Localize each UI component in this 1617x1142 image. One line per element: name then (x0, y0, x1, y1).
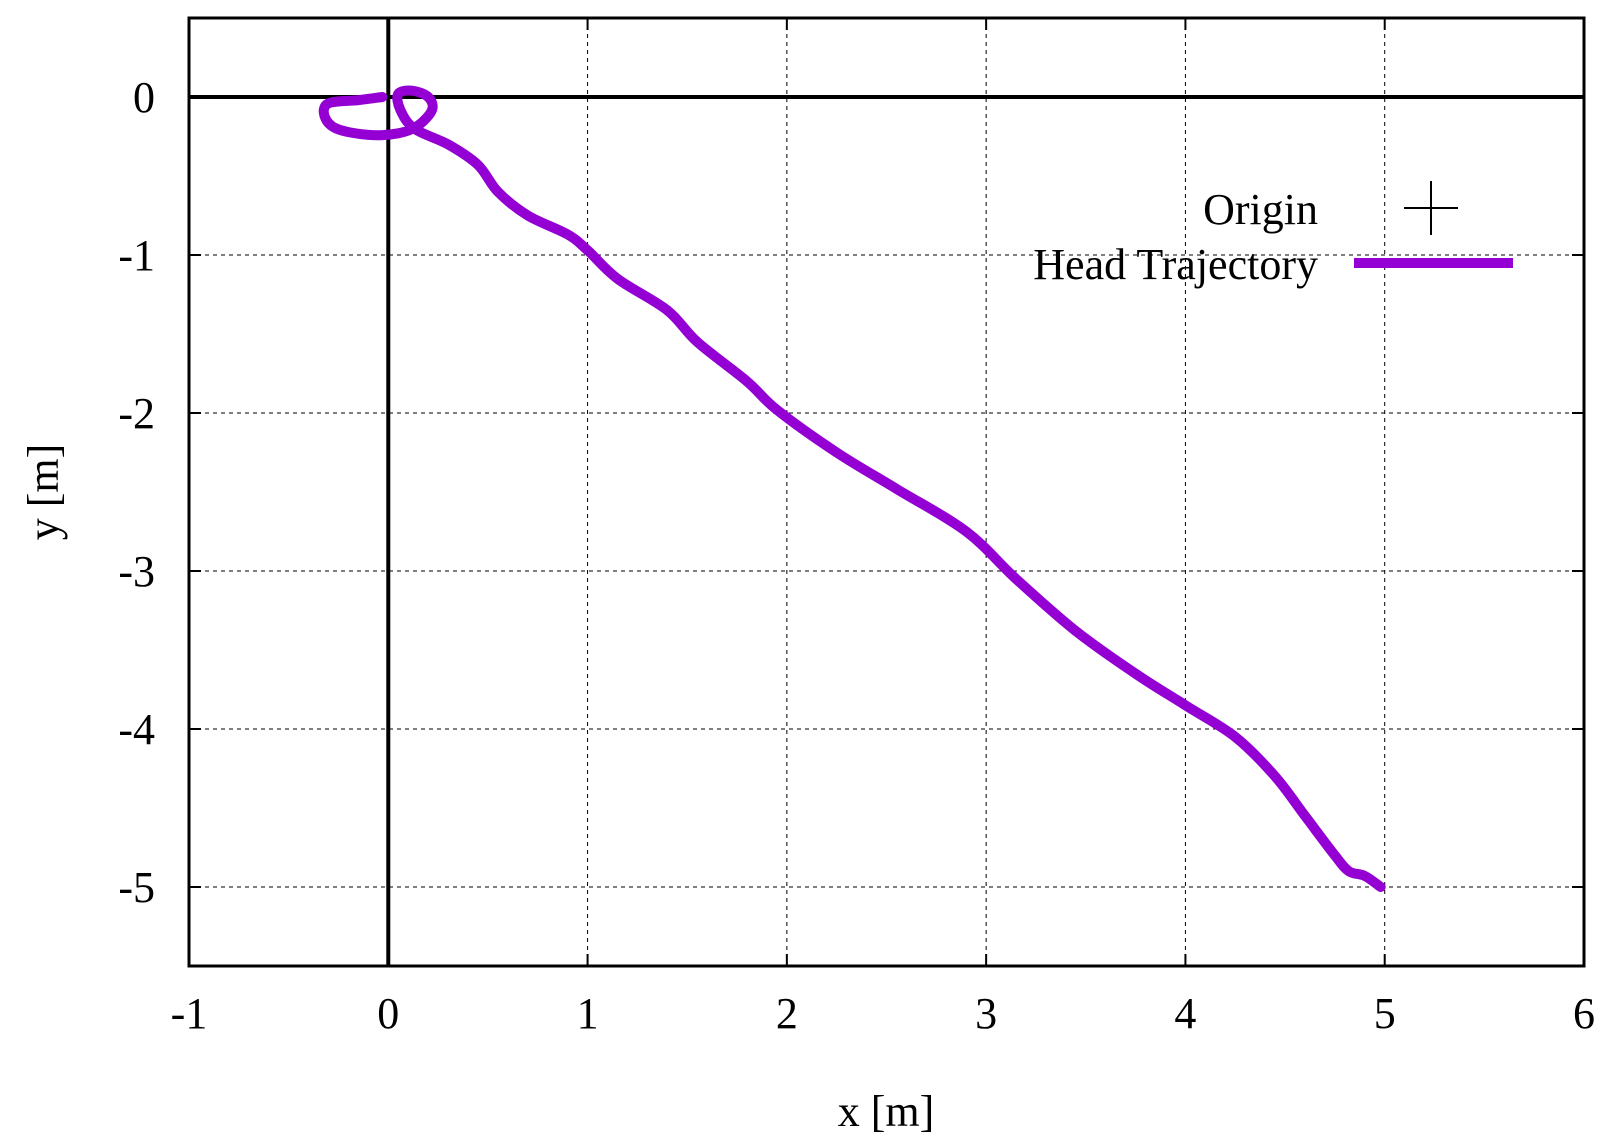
x-tick-label: 5 (1374, 989, 1396, 1038)
legend: Origin Head Trajectory (1033, 181, 1513, 289)
x-tick-label: -1 (171, 989, 208, 1038)
zero-axes (189, 18, 1584, 966)
y-tick-label: -5 (118, 863, 155, 912)
legend-label-head-trajectory: Head Trajectory (1033, 240, 1318, 289)
legend-marker-origin (1404, 181, 1458, 235)
y-tick-label: 0 (133, 73, 155, 122)
y-tick-label: -3 (118, 547, 155, 596)
series-layer (318, 85, 1386, 892)
y-tick-labels: 0 -1 -2 -3 -4 -5 (118, 73, 155, 912)
grid-lines (189, 18, 1584, 966)
x-axis-label: x [m] (838, 1087, 935, 1136)
y-tick-label: -1 (118, 231, 155, 280)
x-tick-label: 1 (577, 989, 599, 1038)
x-tick-label: 0 (377, 989, 399, 1038)
plot-frame (187, 16, 1586, 968)
y-tick-label: -2 (118, 389, 155, 438)
legend-label-origin: Origin (1203, 185, 1318, 234)
x-tick-label: 6 (1573, 989, 1595, 1038)
y-axis-label: y [m] (19, 444, 68, 541)
x-tick-labels: -1 0 1 2 3 4 5 6 (171, 989, 1595, 1038)
tick-marks (188, 18, 1585, 966)
series-line-head-trajectory (318, 85, 1386, 892)
x-tick-label: 2 (776, 989, 798, 1038)
x-tick-label: 3 (975, 989, 997, 1038)
y-tick-label: -4 (118, 705, 155, 754)
x-tick-label: 4 (1174, 989, 1196, 1038)
